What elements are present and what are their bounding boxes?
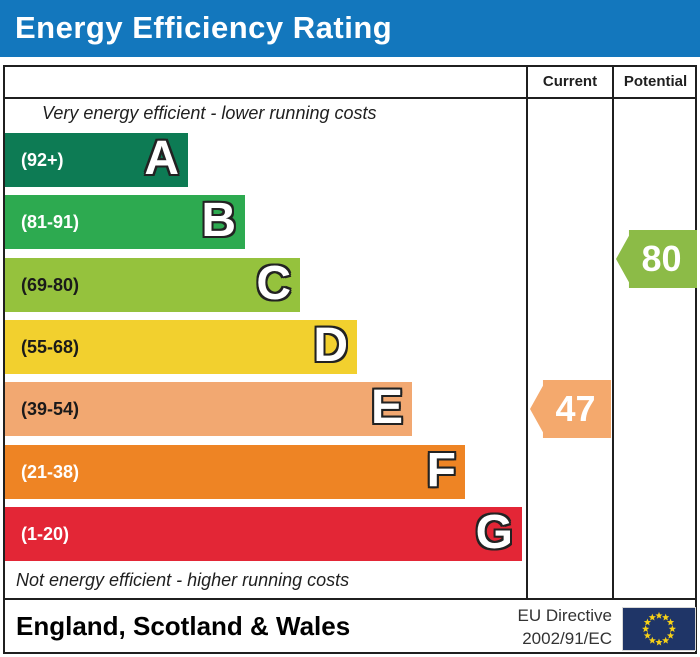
eu-directive-label: EU Directive 2002/91/EC xyxy=(412,604,612,650)
band-f-letter: F xyxy=(426,444,456,497)
top-note: Very energy efficient - lower running co… xyxy=(42,103,377,123)
band-f: (21-38) F xyxy=(5,445,465,499)
band-b-letter: B xyxy=(201,194,236,247)
potential-column-divider xyxy=(612,65,614,600)
current-column-divider xyxy=(526,65,528,600)
band-a: (92+) A xyxy=(5,133,188,187)
bottom-note: Not energy efficient - higher running co… xyxy=(16,570,350,590)
band-g: (1-20) G xyxy=(5,507,522,561)
band-g-range-label: (1-20) xyxy=(21,524,70,544)
band-e: (39-54) E xyxy=(5,382,412,436)
footer-region-label: England, Scotland & Wales xyxy=(16,611,351,641)
band-d: (55-68) D xyxy=(5,320,357,374)
eu-directive-line2: 2002/91/EC xyxy=(522,629,612,648)
current-rating-arrow: 47 xyxy=(530,380,611,438)
footer-row-divider xyxy=(3,598,697,600)
band-g-letter: G xyxy=(475,506,513,559)
band-f-range-label: (21-38) xyxy=(21,462,80,482)
band-d-range-label: (55-68) xyxy=(21,337,80,357)
potential-rating-arrow: 80 xyxy=(616,230,697,288)
band-b-range-label: (81-91) xyxy=(21,212,80,232)
potential-column-header: Potential xyxy=(623,73,688,90)
band-e-letter: E xyxy=(370,381,403,434)
band-a-range-label: (92+) xyxy=(21,150,64,170)
page-title: Energy Efficiency Rating xyxy=(0,0,700,57)
band-e-range-label: (39-54) xyxy=(21,399,80,419)
eu-flag-icon xyxy=(622,607,696,651)
band-c-letter: C xyxy=(256,257,291,310)
band-b: (81-91) B xyxy=(5,195,245,249)
band-c-range-label: (69-80) xyxy=(21,275,80,295)
eu-directive-line1: EU Directive xyxy=(517,606,612,625)
current-column-header: Current xyxy=(542,73,598,90)
band-d-letter: D xyxy=(313,319,348,372)
header-row-divider xyxy=(3,97,697,99)
band-a-letter: A xyxy=(144,132,179,185)
band-c: (69-80) C xyxy=(5,258,300,312)
